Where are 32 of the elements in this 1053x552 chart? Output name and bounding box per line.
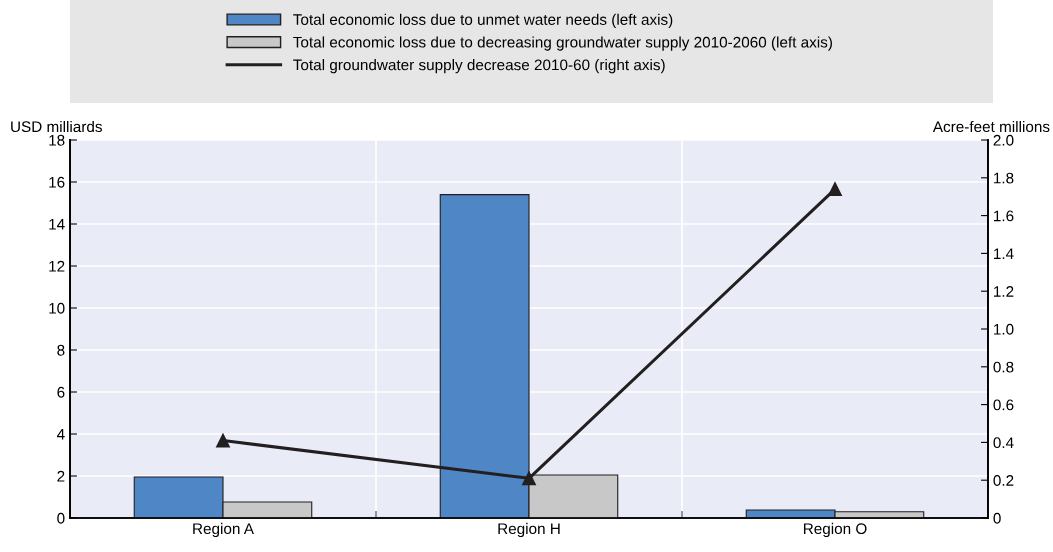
point [216, 433, 230, 448]
y2-tick-label: 0 [993, 512, 1001, 524]
y-tick-label: 10 [49, 302, 65, 314]
y-tick-label: 18 [49, 134, 65, 146]
legend-label: Total groundwater supply decrease 2010-60 (right axis) [293, 59, 665, 74]
y2-tick-label: 0.8 [993, 361, 1014, 373]
x-tick-label: Region H [498, 522, 560, 538]
point [522, 471, 536, 486]
y-tick-label: 0 [57, 512, 65, 524]
y-axis-title: USD milliards [11, 120, 102, 133]
y-tick-label: 4 [56, 429, 65, 440]
y2-axis-title: Acre-feet millions [932, 120, 1050, 133]
y2-tick-label: 0.4 [993, 437, 1014, 449]
y-tick-label: 12 [49, 260, 65, 272]
y2-tick-label: 0.2 [993, 475, 1014, 486]
y2-tick-label: 1.2 [994, 286, 1014, 297]
y2-tick-label: 1.0 [994, 323, 1014, 335]
y2-tick-label: 2.0 [993, 134, 1014, 146]
point [828, 182, 842, 197]
y2-tick-label: 1.6 [994, 210, 1014, 222]
y-tick-label: 14 [49, 219, 65, 230]
x-tick-label: Region A [193, 522, 254, 538]
y-tick-label: 6 [57, 386, 65, 398]
y2-tick-label: 1.8 [994, 172, 1014, 184]
y2-tick-label: 1.4 [994, 248, 1014, 259]
y-tick-label: 16 [49, 176, 65, 188]
x-tick-label: Region O [803, 522, 867, 538]
legend-label: Total economic loss due to decreasing groundwater supply 2010-2060 (left axis) [293, 36, 832, 51]
legend-label: Total economic loss due to unmet water needs (left axis) [293, 13, 673, 28]
y-tick-label: 2 [57, 470, 65, 482]
y2-tick-label: 0.6 [993, 399, 1014, 411]
y-tick-label: 8 [57, 344, 65, 356]
